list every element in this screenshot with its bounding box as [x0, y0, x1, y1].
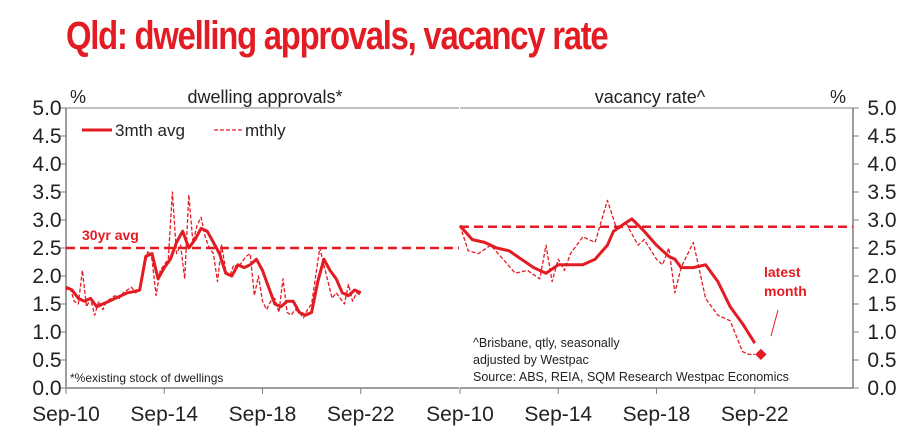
- y-unit-label: %: [830, 87, 846, 107]
- y-tick-label: 3.5: [32, 181, 61, 204]
- footnote: *%existing stock of dwellings: [70, 371, 223, 385]
- series-line-3mth-avg: [458, 217, 757, 344]
- legend-label: mthly: [245, 121, 286, 140]
- x-tick-label: Sep-22: [721, 403, 789, 426]
- y-tick-label: 1.0: [32, 321, 61, 344]
- chart-title: Qld: dwelling approvals, vacancy rate: [66, 14, 609, 58]
- y-tick-label: 0.0: [867, 377, 896, 400]
- legend-label: 3mth avg: [115, 121, 185, 140]
- y-tick-label: 1.5: [867, 293, 896, 316]
- annotation-pointer: [770, 309, 779, 337]
- y-tick-label: 3.0: [32, 209, 61, 232]
- annotation-label: month: [764, 283, 807, 299]
- x-tick-label: Sep-14: [524, 403, 592, 426]
- latest-month-marker: [755, 348, 767, 361]
- y-tick-label: 0.5: [867, 349, 896, 372]
- y-tick-label: 3.0: [867, 209, 896, 232]
- x-tick-label: Sep-22: [327, 403, 395, 426]
- annotation-label: latest: [764, 264, 801, 280]
- y-tick-label: 4.0: [867, 153, 896, 176]
- y-tick-label: 2.5: [32, 237, 61, 260]
- x-tick-label: Sep-18: [229, 403, 297, 426]
- footnote-line: Source: ABS, REIA, SQM Research Westpac …: [473, 370, 789, 384]
- y-tick-label: 5.0: [867, 97, 896, 120]
- y-tick-label: 4.5: [867, 125, 896, 148]
- y-tick-label: 5.0: [32, 97, 61, 120]
- footnote-line: ^Brisbane, qtly, seasonally: [473, 336, 620, 350]
- reference-line-label: 30yr avg: [82, 227, 139, 243]
- footnote-line: adjusted by Westpac: [473, 353, 589, 367]
- series-line-mthly: [459, 199, 755, 356]
- panel-title: vacancy rate^: [595, 87, 706, 107]
- x-tick-label: Sep-18: [623, 403, 691, 426]
- x-tick-label: Sep-10: [32, 403, 100, 426]
- y-tick-label: 2.0: [867, 265, 896, 288]
- panel-title: dwelling approvals*: [187, 87, 342, 107]
- x-tick-label: Sep-14: [130, 403, 198, 426]
- y-tick-label: 0.5: [32, 349, 61, 372]
- y-tick-label: 2.5: [867, 237, 896, 260]
- x-tick-label: Sep-10: [426, 403, 494, 426]
- y-tick-label: 0.0: [32, 377, 61, 400]
- y-tick-label: 4.5: [32, 125, 61, 148]
- y-tick-label: 3.5: [867, 181, 896, 204]
- series-line-mthly: [65, 191, 362, 319]
- y-tick-label: 1.5: [32, 293, 61, 316]
- y-tick-label: 4.0: [32, 153, 61, 176]
- y-tick-label: 2.0: [32, 265, 61, 288]
- y-tick-label: 1.0: [867, 321, 896, 344]
- y-unit-label: %: [70, 87, 86, 107]
